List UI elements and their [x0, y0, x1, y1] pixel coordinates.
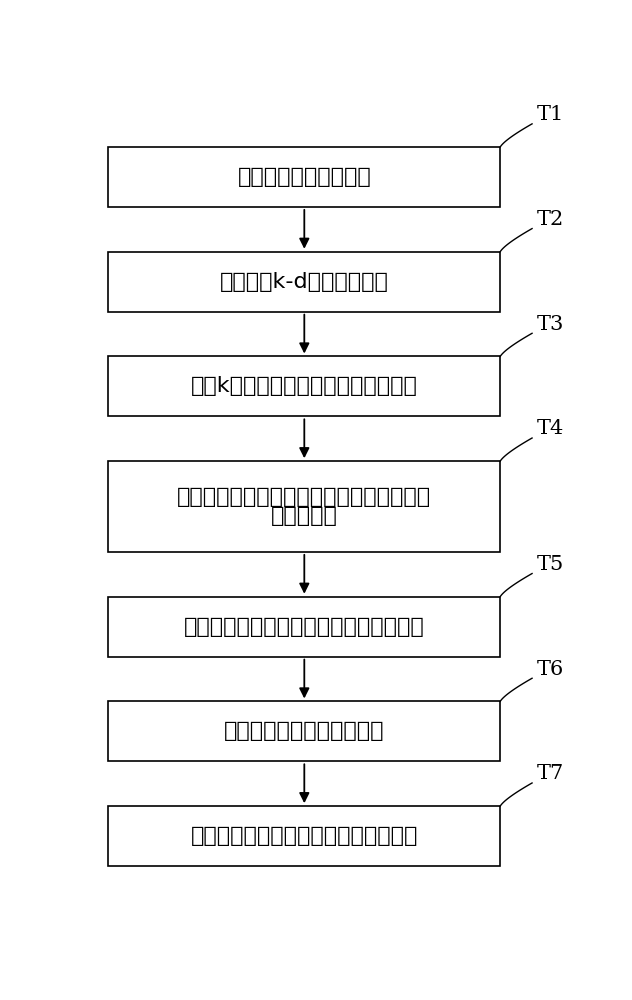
Text: 感兴趣目标识别，输出疑似感兴趣目标: 感兴趣目标识别，输出疑似感兴趣目标 — [191, 826, 418, 846]
FancyBboxPatch shape — [109, 701, 501, 761]
Text: T1: T1 — [537, 105, 564, 124]
FancyBboxPatch shape — [109, 461, 501, 552]
FancyBboxPatch shape — [109, 597, 501, 657]
Text: T5: T5 — [537, 555, 564, 574]
Text: 采用改进的扩大窗口高程阈值滤波算法进行: 采用改进的扩大窗口高程阈值滤波算法进行 — [177, 487, 432, 507]
FancyBboxPatch shape — [109, 252, 501, 312]
Text: 欧式聚类算法提取地面目标: 欧式聚类算法提取地面目标 — [224, 721, 384, 741]
Text: 地面点估计: 地面点估计 — [271, 506, 337, 526]
FancyBboxPatch shape — [109, 147, 501, 207]
Text: T3: T3 — [537, 315, 564, 334]
Text: T2: T2 — [537, 210, 564, 229]
Text: 设置高度阈值，分割地面点和地面目标点: 设置高度阈值，分割地面点和地面目标点 — [184, 617, 425, 637]
Text: T6: T6 — [537, 660, 564, 679]
Text: T7: T7 — [537, 764, 564, 783]
Text: 构建基于k-d树的三维数据: 构建基于k-d树的三维数据 — [220, 272, 389, 292]
FancyBboxPatch shape — [109, 806, 501, 866]
Text: 采用k最近邻进行噪声点和异常点滤除: 采用k最近邻进行噪声点和异常点滤除 — [191, 376, 418, 396]
Text: 获取激光三维点云数据: 获取激光三维点云数据 — [238, 167, 371, 187]
FancyBboxPatch shape — [109, 356, 501, 416]
Text: T4: T4 — [537, 419, 564, 438]
